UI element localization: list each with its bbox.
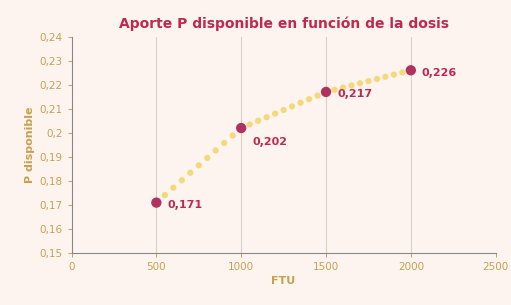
Point (212, 148, 220, 153)
Point (161, 193, 169, 198)
Point (280, 108, 288, 113)
Y-axis label: P disponible: P disponible (25, 107, 35, 183)
Title: Aporte P disponible en función de la dosis: Aporte P disponible en función de la dos… (119, 17, 449, 31)
Point (152, 200, 160, 205)
Point (288, 104, 296, 109)
Point (237, 126, 245, 131)
Point (398, 70, 406, 75)
Text: 0,171: 0,171 (168, 200, 202, 210)
Point (339, 85, 347, 90)
Point (178, 178, 186, 183)
Point (195, 163, 203, 168)
Point (186, 170, 194, 175)
Point (356, 81, 364, 86)
Point (263, 115, 271, 120)
Point (313, 93, 321, 98)
Point (407, 68, 415, 73)
Point (246, 122, 254, 127)
Point (322, 89, 330, 94)
Point (271, 111, 279, 116)
Point (364, 79, 373, 84)
Point (296, 100, 305, 105)
Point (254, 118, 262, 123)
Point (331, 87, 339, 92)
Point (203, 156, 212, 160)
X-axis label: FTU: FTU (271, 276, 296, 286)
Point (322, 89, 330, 94)
Point (237, 126, 245, 131)
Point (390, 72, 398, 77)
Point (152, 200, 160, 205)
Point (220, 141, 228, 145)
Point (407, 68, 415, 73)
Point (305, 97, 313, 102)
Text: 0,226: 0,226 (422, 68, 457, 78)
Text: 0,217: 0,217 (337, 89, 372, 99)
Point (373, 77, 381, 81)
Point (169, 185, 177, 190)
Point (228, 133, 237, 138)
Point (381, 74, 389, 79)
Text: 0,202: 0,202 (252, 137, 287, 147)
Point (347, 83, 356, 88)
